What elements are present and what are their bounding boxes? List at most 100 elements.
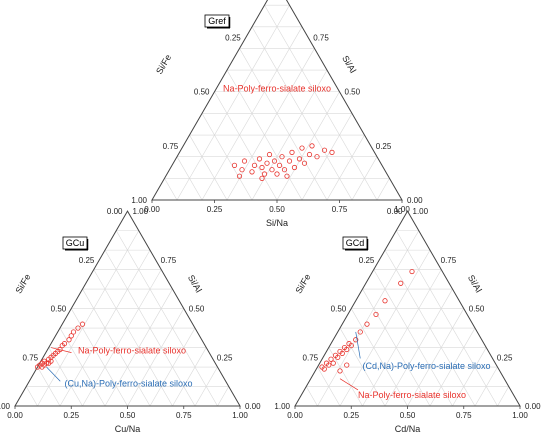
grid-line — [407, 308, 465, 407]
left-tick-label: 0.75 — [163, 142, 179, 151]
grid-line — [217, 386, 230, 407]
ternary-panel-gcd: 0.00 0.25 0.50 0.75 1.001.000.750.500.250.00… — [274, 207, 541, 434]
grid-line — [226, 69, 303, 201]
data-point — [291, 164, 298, 171]
grid-line — [326, 134, 365, 201]
grid-line — [37, 230, 140, 407]
left-axis-label: Si/Fe — [13, 272, 32, 295]
data-point — [321, 147, 328, 153]
grid-line — [214, 91, 278, 201]
grid-line — [176, 4, 290, 201]
left-axis-label: Si/Fe — [293, 272, 312, 295]
left-tick-label: 0.00 — [107, 207, 123, 216]
right-tick-label: 0.75 — [161, 256, 177, 265]
ternary-panel-gcu: 0.00 0.25 0.50 0.75 1.00 1.00 0.75 0.50 0.25 0.00… — [0, 207, 261, 434]
series-annotation: Na-Poly-ferro-sialate siloxo — [78, 345, 186, 355]
data-point — [344, 362, 350, 368]
left-tick-label: 0.50 — [331, 305, 347, 314]
bottom-axis-label: Cd/Na — [395, 424, 421, 434]
bottom-axis-label: Cu/Na — [115, 424, 141, 434]
right-tick-label: 0.25 — [497, 353, 513, 362]
data-point — [269, 167, 275, 173]
grid-line — [305, 386, 318, 407]
panel-label: GCd — [346, 238, 365, 248]
data-point — [289, 149, 295, 155]
data-point — [330, 360, 336, 366]
right-tick-label: 0.25 — [376, 142, 392, 151]
grid-line — [395, 230, 498, 407]
data-point — [274, 171, 280, 177]
grid-line — [189, 134, 228, 201]
annotation-pointer — [355, 331, 361, 359]
data-point — [271, 158, 278, 164]
data-point — [261, 171, 268, 177]
data-point — [382, 298, 388, 304]
left-tick-label: 0.50 — [194, 88, 210, 97]
grid-line — [93, 269, 173, 407]
data-point — [266, 151, 273, 158]
right-axis-label: Si/Al — [340, 54, 358, 75]
data-point — [357, 329, 363, 335]
data-point — [231, 162, 238, 168]
right-axis-label: Si/Al — [186, 273, 204, 294]
data-point — [299, 145, 305, 151]
data-point — [314, 154, 320, 160]
grid-line — [176, 156, 203, 201]
right-tick-label: 0.50 — [189, 305, 205, 314]
grid-line — [226, 48, 315, 201]
left-axis-label: Si/Fe — [154, 53, 173, 76]
grid-line — [339, 327, 386, 407]
data-point — [66, 337, 72, 343]
grid-line — [70, 308, 128, 407]
right-tick-label: 1.00 — [413, 207, 429, 216]
grid-line — [37, 366, 61, 407]
data-point — [286, 158, 293, 164]
bottom-tick-label: 0.25 — [207, 205, 223, 214]
bottom-tick-label: 0.75 — [332, 205, 348, 214]
data-point — [279, 154, 285, 160]
data-point — [373, 311, 379, 318]
panel-label: Gref — [208, 16, 226, 26]
grid-line — [251, 26, 353, 201]
right-tick-label: 1.00 — [133, 207, 149, 216]
left-tick-label: 0.75 — [23, 353, 39, 362]
right-tick-label: 0.00 — [407, 196, 423, 205]
annotation-pointer — [339, 378, 359, 391]
bottom-tick-label: 0.00 — [7, 411, 23, 420]
data-point — [364, 321, 370, 327]
left-tick-label: 0.25 — [225, 34, 241, 43]
left-tick-label: 0.25 — [359, 256, 375, 265]
grid-line — [384, 249, 476, 407]
left-tick-label: 0.50 — [51, 305, 67, 314]
data-point — [337, 368, 343, 374]
data-point — [353, 337, 359, 343]
grid-line — [376, 178, 390, 201]
grid-line — [317, 230, 420, 407]
data-point — [339, 350, 345, 356]
triangle-frame — [151, 0, 403, 201]
grid-line — [164, 178, 178, 201]
right-tick-label: 0.50 — [469, 305, 485, 314]
right-tick-label: 0.75 — [313, 34, 329, 43]
bottom-tick-label: 1.00 — [512, 411, 528, 420]
grid-line — [104, 249, 196, 407]
right-tick-label: 0.25 — [217, 353, 233, 362]
left-tick-label: 1.00 — [131, 196, 147, 205]
bottom-tick-label: 0.50 — [400, 411, 416, 420]
data-point — [328, 356, 334, 362]
bottom-axis-label: Si/Na — [266, 218, 288, 228]
grid-line — [82, 269, 162, 407]
right-tick-label: 0.00 — [245, 402, 261, 411]
data-point — [335, 354, 341, 360]
panel-label: GCu — [66, 238, 85, 248]
grid-line — [264, 4, 378, 201]
grid-line — [201, 113, 253, 201]
bottom-tick-label: 0.00 — [144, 205, 160, 214]
annotation-pointer — [46, 366, 61, 382]
data-point — [256, 156, 263, 162]
data-point — [326, 362, 332, 368]
grid-line — [373, 269, 453, 407]
annotation-pointer — [50, 347, 72, 353]
data-point — [61, 341, 68, 347]
